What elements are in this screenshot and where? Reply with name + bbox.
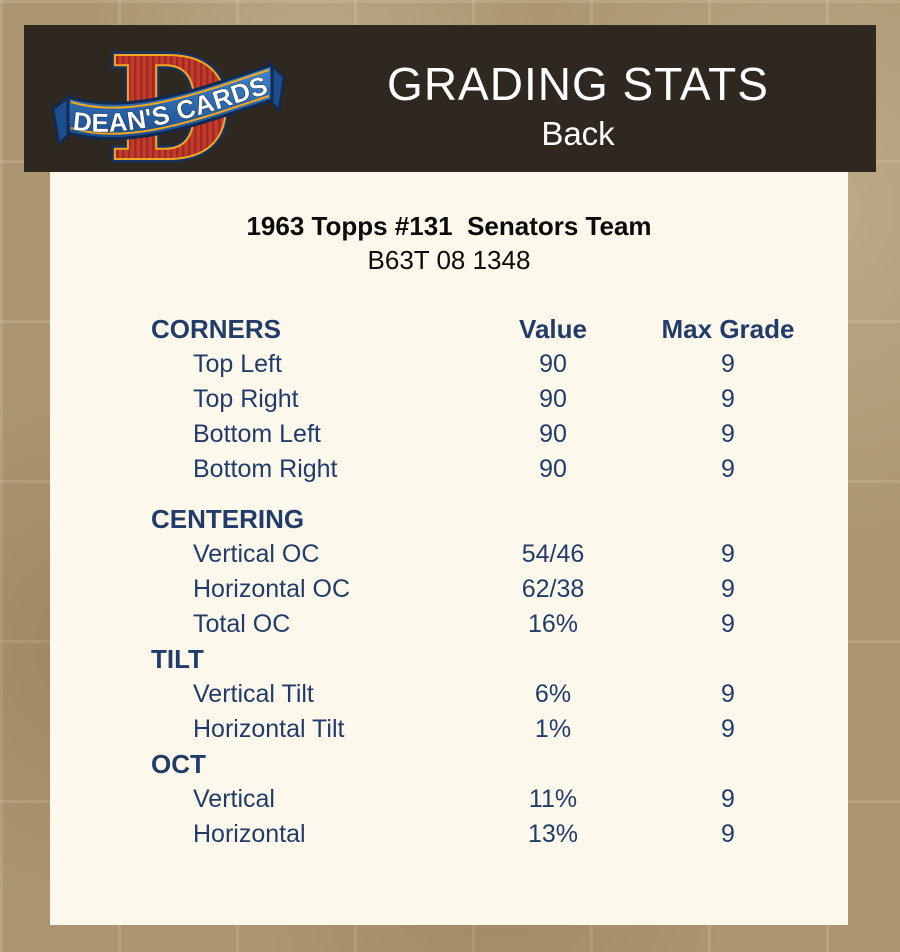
table-row: Vertical Tilt 6% 9 bbox=[50, 677, 848, 712]
card-title: 1963 Topps #131 Senators Team bbox=[246, 211, 652, 241]
section-header-tilt: TILT bbox=[151, 644, 204, 674]
card-serial-number: B63T 08 1348 bbox=[367, 245, 531, 275]
row-label: Horizontal OC bbox=[193, 575, 350, 603]
deans-cards-logo[interactable]: D D D DEAN'S CARDS bbox=[50, 24, 287, 197]
row-value: 16% bbox=[527, 610, 579, 638]
row-value: 90 bbox=[539, 350, 567, 378]
row-value: 62/38 bbox=[521, 575, 585, 603]
row-max-grade: 9 bbox=[721, 820, 735, 848]
banner-trim-top bbox=[70, 69, 270, 109]
table-row: Horizontal OC 62/38 9 bbox=[50, 572, 848, 607]
table-row: Vertical 11% 9 bbox=[50, 782, 848, 817]
row-max-grade: 9 bbox=[721, 575, 735, 603]
table-row-centering-header: CENTERING bbox=[50, 502, 848, 537]
table-row: Horizontal 13% 9 bbox=[50, 817, 848, 852]
row-value: 90 bbox=[539, 420, 567, 448]
table-row: Vertical OC 54/46 9 bbox=[50, 537, 848, 572]
row-label: Vertical OC bbox=[193, 540, 320, 568]
column-header-value: Value bbox=[519, 314, 587, 344]
row-label: Vertical bbox=[193, 785, 275, 813]
row-label: Vertical Tilt bbox=[193, 680, 314, 708]
row-value: 90 bbox=[539, 385, 567, 413]
row-value: 11% bbox=[528, 785, 578, 813]
row-max-grade: 9 bbox=[721, 715, 735, 743]
row-max-grade: 9 bbox=[721, 610, 735, 638]
row-label: Bottom Right bbox=[193, 455, 338, 483]
row-max-grade: 9 bbox=[721, 785, 735, 813]
section-header-oct: OCT bbox=[151, 749, 206, 779]
row-value: 6% bbox=[534, 680, 572, 708]
header-text-block: GRADING STATS Back bbox=[286, 58, 870, 156]
column-header-max-grade: Max Grade bbox=[661, 314, 795, 344]
row-label: Total OC bbox=[193, 610, 291, 638]
row-max-grade: 9 bbox=[721, 420, 735, 448]
row-label: Bottom Left bbox=[193, 420, 321, 448]
row-value: 1% bbox=[534, 715, 572, 743]
table-row: Total OC 16% 9 bbox=[50, 607, 848, 642]
table-row: Horizontal Tilt 1% 9 bbox=[50, 712, 848, 747]
table-row-corners-header: CORNERS Value Max Grade bbox=[50, 312, 848, 347]
row-max-grade: 9 bbox=[721, 455, 735, 483]
table-row-tilt-header: TILT bbox=[50, 642, 848, 677]
deans-cards-logo-graphic: D D D DEAN'S CARDS bbox=[51, 24, 286, 197]
row-value: 13% bbox=[527, 820, 579, 848]
row-value: 90 bbox=[539, 455, 567, 483]
grading-stats-table: CORNERS Value Max Grade Top Left 90 9 To… bbox=[50, 312, 848, 852]
page-title: GRADING STATS bbox=[387, 58, 769, 110]
row-max-grade: 9 bbox=[721, 540, 735, 568]
row-max-grade: 9 bbox=[721, 680, 735, 708]
row-max-grade: 9 bbox=[721, 385, 735, 413]
row-label: Top Right bbox=[193, 385, 299, 413]
section-header-corners: CORNERS bbox=[151, 314, 282, 344]
table-row-oct-header: OCT bbox=[50, 747, 848, 782]
stats-panel: 1963 Topps #131 Senators Team B63T 08 13… bbox=[50, 172, 848, 925]
row-max-grade: 9 bbox=[721, 350, 735, 378]
row-value: 54/46 bbox=[521, 540, 585, 568]
table-row: Bottom Left 90 9 bbox=[50, 417, 848, 452]
page-subtitle-back: Back bbox=[541, 115, 615, 152]
banner-trim-bottom bbox=[70, 95, 270, 135]
banner-ribbon bbox=[66, 62, 274, 141]
table-row: Top Right 90 9 bbox=[50, 382, 848, 417]
section-header-centering: CENTERING bbox=[151, 504, 305, 534]
row-label: Horizontal Tilt bbox=[193, 715, 345, 743]
header-bar: D D D DEAN'S CARDS GRADING STATS Back bbox=[24, 24, 876, 197]
table-row: Top Left 90 9 bbox=[50, 347, 848, 382]
row-label: Horizontal bbox=[193, 820, 306, 848]
row-label: Top Left bbox=[193, 350, 282, 378]
table-row: Bottom Right 90 9 bbox=[50, 452, 848, 487]
